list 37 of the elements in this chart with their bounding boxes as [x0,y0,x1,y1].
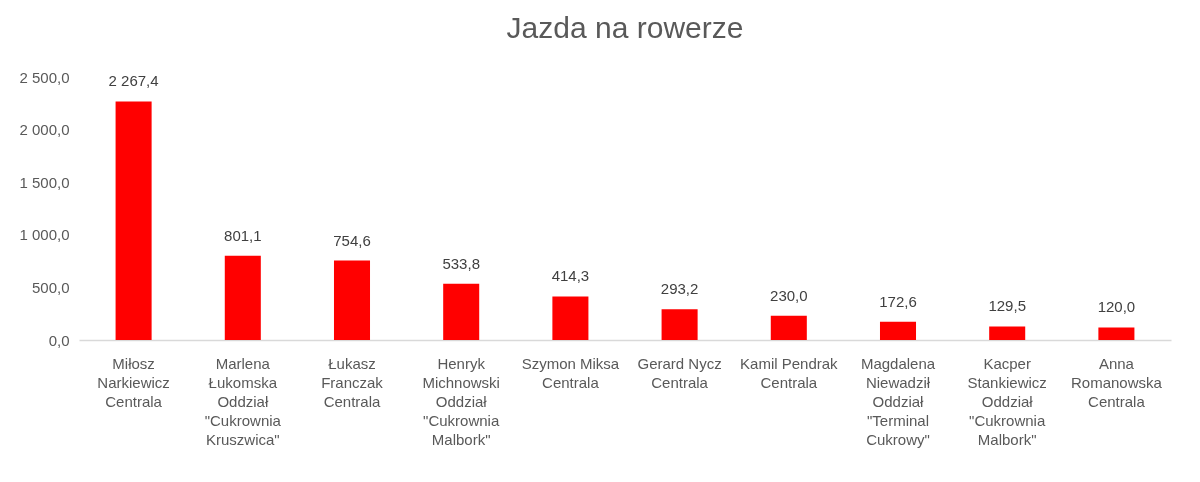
x-tick-label: Łukasz Franczak Centrala [321,354,384,410]
data-label: 533,8 [442,254,480,272]
y-tick-label: 0,0 [48,331,70,349]
bar [770,315,807,340]
data-label: 801,1 [224,226,262,244]
bar [224,255,261,340]
bar [552,296,589,340]
data-label: 414,3 [551,267,590,285]
x-tick-label: Magdalena Niewadził Oddział "Terminal Cukrowy" [860,354,936,448]
chart-title: Jazda na rowerze [506,11,744,44]
x-tick-label: Kacper Stankiewicz Oddział "Cukrownia Malbork" [967,354,1047,448]
bar [661,309,698,340]
x-tick-label: Miłosz Narkiewicz Centrala [97,354,170,410]
data-label: 120,0 [1097,298,1136,316]
bar [1098,327,1135,340]
y-tick-label: 1 000,0 [19,226,70,244]
bar [989,326,1026,340]
bar [443,283,480,340]
data-label: 172,6 [879,292,917,310]
x-tick-label: Marlena Łukomska Oddział "Cukrownia Kruszwica" [204,354,282,448]
x-tick-label: Gerard Nycz Centrala [637,354,722,391]
x-tick-label: Kamil Pendrak Centrala [740,354,839,391]
y-tick-label: 500,0 [31,278,70,296]
data-label: 754,6 [333,231,371,249]
bar [333,260,371,340]
data-label: 230,0 [770,286,808,304]
data-label: 2 267,4 [108,72,159,90]
y-tick-label: 1 500,0 [19,173,70,191]
y-tick-label: 2 000,0 [19,121,70,139]
x-tick-label: Anna Romanowska Centrala [1070,354,1163,410]
y-tick-label: 2 500,0 [19,68,70,86]
x-tick-label: Henryk Michnowski Oddział "Cukrownia Malbork" [422,354,500,448]
x-tick-label: Szymon Miksa Centrala [521,354,620,391]
bar [879,321,917,340]
bar [115,101,152,340]
data-label: 293,2 [660,280,699,298]
data-label: 129,5 [988,297,1026,315]
